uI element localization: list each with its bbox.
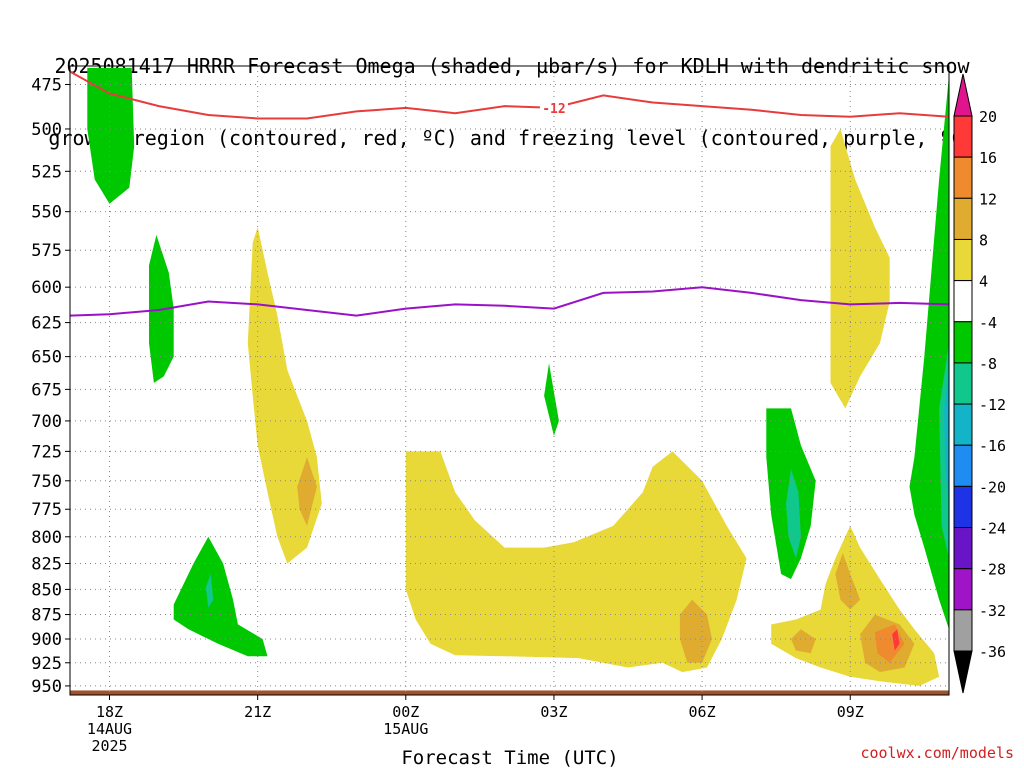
y-tick-label: 725 xyxy=(31,442,62,462)
colorbar-label: -12 xyxy=(979,396,1006,414)
y-tick-label: 950 xyxy=(31,677,62,697)
y-tick-label: 875 xyxy=(31,606,62,626)
x-tick-label: 21Z xyxy=(244,703,271,721)
terrain-strip xyxy=(70,690,949,695)
x-tick-label: 15AUG xyxy=(383,720,428,738)
plot-frame xyxy=(69,65,950,696)
y-tick-label: 475 xyxy=(31,75,62,95)
y-tick-label: 625 xyxy=(31,314,62,334)
colorbar-label: 4 xyxy=(979,273,988,291)
omega-region-6 xyxy=(786,469,801,559)
y-tick-label: 800 xyxy=(31,528,62,548)
y-tick-label: 750 xyxy=(31,472,62,492)
colorbar-band xyxy=(953,115,973,158)
omega-region-14 xyxy=(830,129,890,409)
omega-region-4 xyxy=(544,363,559,436)
dgz-contour-label: -12 xyxy=(542,102,565,117)
credit-link[interactable]: coolwx.com/models xyxy=(860,744,1014,762)
y-tick-label: 700 xyxy=(31,412,62,432)
colorbar-band xyxy=(953,485,973,529)
omega-region-3 xyxy=(205,574,214,608)
y-tick-label: 675 xyxy=(31,380,62,400)
y-tick-label: 900 xyxy=(31,630,62,650)
dgz-label-background xyxy=(539,99,568,116)
colorbar-band xyxy=(953,238,973,282)
x-tick-label: 03Z xyxy=(540,703,567,721)
pressure-axis: 475 500 525 550 575 600 625 650 675 700 725 750 775 8… xyxy=(31,75,70,697)
y-tick-label: 775 xyxy=(31,500,62,520)
y-tick-label: 575 xyxy=(31,241,62,261)
colorbar-label: 12 xyxy=(979,190,997,208)
x-tick-label: 09Z xyxy=(837,703,864,721)
colorbar-label: 16 xyxy=(979,149,997,167)
omega-region-20 xyxy=(892,629,900,651)
omega-region-0 xyxy=(87,67,135,204)
y-tick-label: 650 xyxy=(31,348,62,368)
omega-region-12 xyxy=(405,451,747,673)
colorbar-label: -36 xyxy=(979,643,1006,661)
dgz-contour-line xyxy=(70,70,949,120)
colorbar-bottom-arrow xyxy=(953,650,973,694)
omega-region-16 xyxy=(835,552,861,610)
x-axis-label: Forecast Time (UTC) xyxy=(401,747,618,768)
contour-lines: -12 xyxy=(70,70,949,317)
colorbar-band xyxy=(953,197,973,240)
omega-region-13 xyxy=(679,599,712,663)
x-tick-label: 18Z xyxy=(96,703,123,721)
colorbar-label: 20 xyxy=(979,108,997,126)
colorbar-label: -20 xyxy=(979,478,1006,496)
x-tick-label: 00Z xyxy=(392,703,419,721)
y-tick-label: 525 xyxy=(31,162,62,182)
colorbar-label: -8 xyxy=(979,355,997,373)
omega-region-9 xyxy=(944,369,949,504)
x-tick-label: 14AUG xyxy=(87,720,132,738)
colorbar-band xyxy=(953,321,973,364)
y-tick-label: 600 xyxy=(31,278,62,298)
colorbar-band xyxy=(953,280,973,323)
omega-region-7 xyxy=(909,75,949,630)
colorbar-label: -16 xyxy=(979,437,1006,455)
colorbar-band xyxy=(953,403,973,446)
omega-shading xyxy=(70,67,949,695)
omega-region-10 xyxy=(247,227,322,564)
colorbar-band xyxy=(953,609,973,652)
x-tick-label: 2025 xyxy=(91,737,127,755)
colorbar-label: -24 xyxy=(979,520,1006,538)
chart-title-line2: growth region (contoured, red, ºC) and f… xyxy=(48,126,976,150)
colorbar-band xyxy=(953,527,973,570)
colorbar-band xyxy=(953,568,973,611)
omega-region-11 xyxy=(297,457,317,526)
freezing-level-line xyxy=(70,286,949,317)
y-tick-label: 825 xyxy=(31,554,62,574)
colorbar-label: -4 xyxy=(979,314,997,332)
y-tick-label: 925 xyxy=(31,654,62,674)
colorbar: 20 16 12 8 4 -4 -8 -12 -16 -20 -24 -28 -32 -36 xyxy=(953,73,1006,694)
omega-region-17 xyxy=(791,629,816,654)
colorbar-top-arrow xyxy=(953,73,973,117)
x-tick-label: 06Z xyxy=(689,703,716,721)
colorbar-band xyxy=(953,444,973,487)
y-tick-label: 500 xyxy=(31,120,62,140)
colorbar-band xyxy=(953,156,973,199)
colorbar-label: -32 xyxy=(979,602,1006,620)
colorbar-label: 8 xyxy=(979,231,988,249)
omega-region-2 xyxy=(173,536,268,657)
colorbar-label: -28 xyxy=(979,561,1006,579)
y-tick-label: 850 xyxy=(31,580,62,600)
y-tick-label: 550 xyxy=(31,203,62,223)
colorbar-band xyxy=(953,362,973,405)
